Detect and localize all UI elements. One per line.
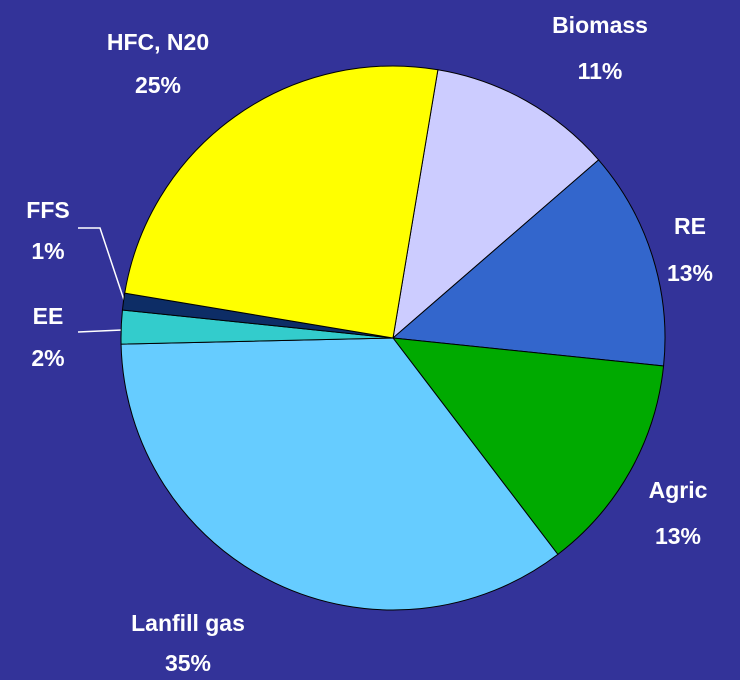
slice-value-label: 2% bbox=[31, 345, 64, 371]
slice-label: HFC, N20 bbox=[107, 29, 209, 55]
slice-label: FFS bbox=[26, 197, 69, 223]
pie-slice bbox=[391, 337, 665, 556]
slice-value-label: 1% bbox=[31, 238, 64, 264]
slice-label: Biomass bbox=[552, 12, 648, 38]
slice-value-label: 25% bbox=[135, 72, 181, 98]
pie-slice bbox=[124, 65, 439, 339]
leader-line bbox=[77, 329, 123, 333]
slice-label: EE bbox=[33, 303, 64, 329]
pie-slice bbox=[392, 69, 600, 340]
pie-slice bbox=[391, 159, 666, 367]
slice-value-label: 35% bbox=[165, 650, 211, 676]
slice-value-label: 13% bbox=[667, 260, 713, 286]
slice-label: RE bbox=[674, 213, 706, 239]
pie-slice bbox=[120, 337, 559, 611]
slice-value-label: 13% bbox=[655, 523, 701, 549]
slice-label: Lanfill gas bbox=[131, 610, 245, 636]
slice-value-label: 11% bbox=[578, 58, 623, 84]
leader-line bbox=[78, 227, 125, 301]
slice-label: Agric bbox=[649, 477, 708, 503]
